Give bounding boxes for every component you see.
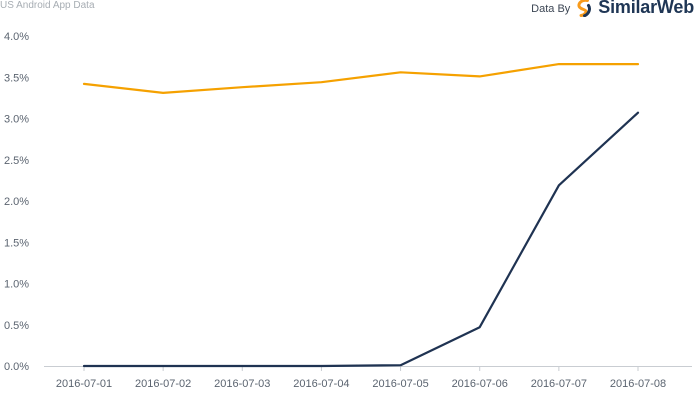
- x-tick-label: 2016-07-06: [452, 378, 508, 390]
- y-tick-label: 4.0%: [4, 31, 29, 43]
- series-line-navy: [82, 111, 640, 368]
- x-tick-label: 2016-07-07: [531, 378, 587, 390]
- chart-subtitle: US Android App Data: [0, 0, 95, 11]
- x-tick-label: 2016-07-02: [135, 378, 191, 390]
- series-line-orange: [82, 62, 640, 95]
- y-tick-label: 2.0%: [4, 196, 29, 208]
- brand-prefix: Data By: [531, 2, 571, 15]
- y-tick-label: 1.0%: [4, 279, 29, 291]
- x-tick-label: 2016-07-01: [56, 378, 112, 390]
- x-tick-label: 2016-07-05: [372, 378, 428, 390]
- y-tick-label: 0.0%: [4, 361, 29, 373]
- y-tick-label: 1.5%: [4, 237, 29, 249]
- y-tick-label: 3.5%: [4, 72, 29, 84]
- y-tick-label: 2.5%: [4, 155, 29, 167]
- brand-attribution: Data By SimilarWeb: [531, 0, 694, 18]
- y-tick-label: 0.5%: [4, 320, 29, 332]
- brand-name: SimilarWeb: [598, 0, 694, 17]
- y-tick-label: 3.0%: [4, 114, 29, 126]
- x-tick-label: 2016-07-03: [214, 378, 270, 390]
- x-tick-label: 2016-07-04: [293, 378, 349, 390]
- x-tick-label: 2016-07-08: [610, 378, 666, 390]
- similarweb-logo-icon: [577, 0, 592, 17]
